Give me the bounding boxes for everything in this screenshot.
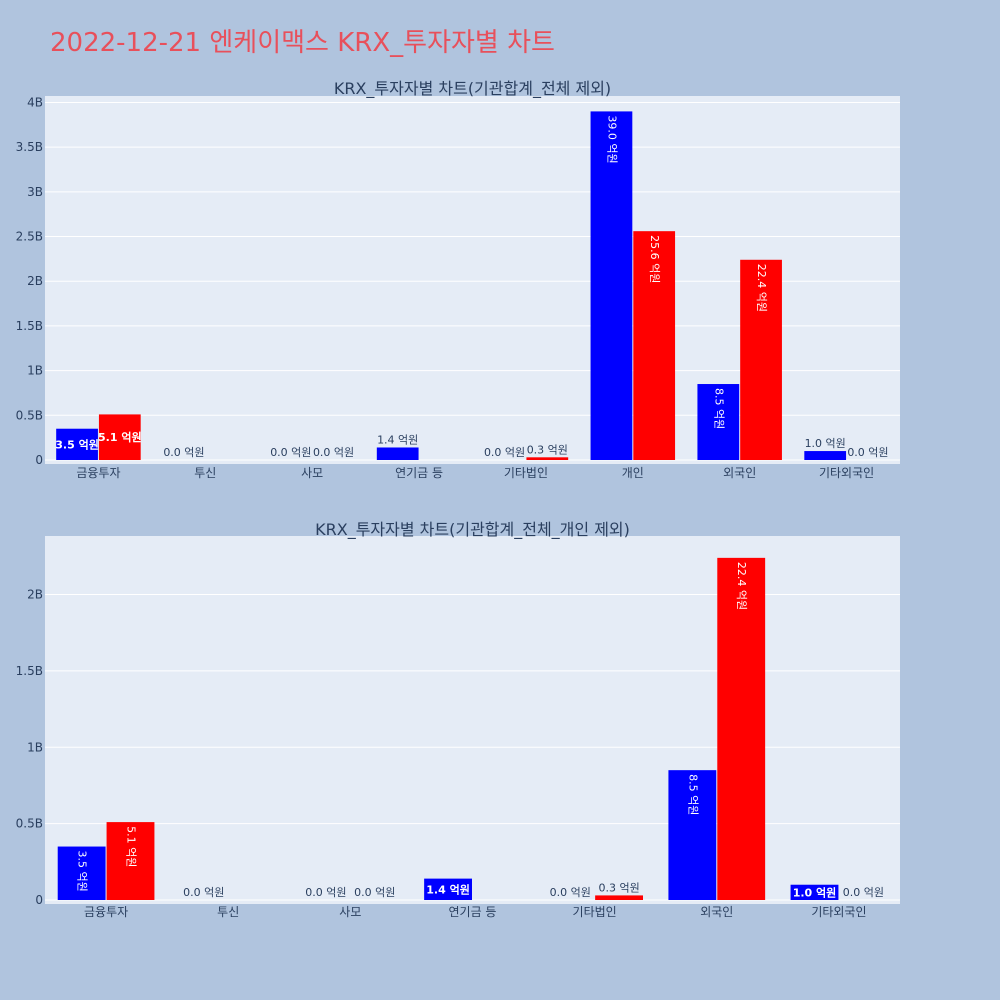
y-tick-label: 2B — [27, 588, 43, 602]
x-tick-label: 기타법인 — [573, 905, 617, 919]
data-label: 0.0 억원 — [354, 886, 395, 899]
bar — [697, 384, 740, 460]
bar — [424, 878, 472, 900]
chart-title: KRX_투자자별 차트(기관합계_전체 제외) — [334, 79, 611, 99]
y-tick-label: 1.5B — [16, 319, 43, 333]
bar — [56, 428, 98, 460]
chart-1: 0 0.5B 1B 1.5B 2B 2.5B 3B 3.5B 4B KRX_투자자별 차트(기관합… — [16, 79, 900, 480]
bar — [668, 770, 717, 900]
bar — [526, 457, 569, 460]
bar — [595, 895, 643, 900]
chart-title: KRX_투자자별 차트(기관합계_전체_개인 제외) — [315, 520, 630, 540]
y-tick-label: 1B — [27, 740, 43, 754]
data-label: 0.0 억원 — [270, 446, 311, 459]
bar — [98, 414, 141, 460]
y-tick-label: 1.5B — [16, 664, 43, 678]
data-label: 0.0 억원 — [183, 886, 224, 899]
x-tick-label: 외국인 — [700, 905, 733, 919]
data-label: 0.0 억원 — [847, 446, 888, 459]
data-label: 0.0 억원 — [484, 446, 525, 459]
x-tick-label: 연기금 등 — [395, 466, 443, 480]
y-tick-label: 3.5B — [16, 140, 43, 154]
data-label: 8.5 억원 — [712, 388, 725, 429]
data-label: 1.0 억원 — [793, 885, 837, 899]
y-tick-label: 2B — [27, 274, 43, 288]
x-tick-label: 사모 — [301, 466, 323, 480]
bar — [804, 451, 847, 460]
bar — [790, 884, 839, 900]
data-label: 1.0 억원 — [805, 437, 846, 450]
x-tick-label: 투신 — [194, 466, 216, 480]
y-tick-label: 0.5B — [16, 408, 43, 422]
bar — [740, 259, 782, 460]
data-label: 1.4 억원 — [377, 433, 418, 446]
x-tick-label: 금융투자 — [84, 905, 128, 919]
chart-2: 0 0.5B 1B 1.5B 2B KRX_투자자별 차트(기관합계_전체_개인 제외) 금… — [16, 520, 900, 919]
data-label: 39.0 억원 — [605, 115, 618, 163]
y-tick-label: 0 — [35, 453, 43, 467]
bar — [106, 822, 155, 900]
data-label: 0.0 억원 — [305, 886, 346, 899]
data-label: 0.0 억원 — [163, 446, 204, 459]
data-label: 8.5 억원 — [686, 774, 699, 815]
bar — [717, 557, 766, 900]
data-label: 5.1 억원 — [125, 826, 138, 867]
bar — [376, 447, 419, 460]
x-tick-label: 금융투자 — [76, 466, 120, 480]
x-tick-label: 개인 — [622, 466, 644, 480]
y-tick-label: 2.5B — [16, 230, 43, 244]
x-tick-label: 외국인 — [723, 466, 756, 480]
data-label: 3.5 억원 — [55, 437, 99, 451]
data-label: 25.6 억원 — [648, 235, 661, 283]
data-label: 5.1 억원 — [98, 430, 142, 444]
y-tick-label: 4B — [27, 95, 43, 109]
bar — [57, 846, 106, 900]
data-label: 1.4 억원 — [426, 882, 470, 896]
data-label: 0.0 억원 — [843, 886, 884, 899]
data-label: 3.5 억원 — [76, 851, 89, 892]
plot-area — [45, 536, 900, 904]
data-label: 0.0 억원 — [550, 886, 591, 899]
y-tick-label: 1B — [27, 364, 43, 378]
data-label: 22.4 억원 — [735, 562, 748, 610]
data-label: 22.4 억원 — [755, 264, 768, 312]
x-tick-label: 기타외국인 — [819, 466, 874, 480]
y-tick-label: 0 — [35, 893, 43, 907]
x-tick-label: 연기금 등 — [449, 905, 497, 919]
data-label: 0.0 억원 — [313, 446, 354, 459]
x-tick-label: 투신 — [217, 905, 239, 919]
bar — [633, 231, 676, 460]
data-label: 0.3 억원 — [598, 881, 639, 894]
y-tick-label: 3B — [27, 185, 43, 199]
data-label: 0.3 억원 — [527, 443, 568, 456]
bar — [590, 111, 633, 460]
page-title: 2022-12-21 엔케이맥스 KRX_투자자별 차트 — [50, 28, 555, 58]
y-tick-label: 0.5B — [16, 817, 43, 831]
x-tick-label: 기타법인 — [504, 466, 548, 480]
x-tick-label: 사모 — [339, 905, 361, 919]
x-tick-label: 기타외국인 — [811, 905, 866, 919]
